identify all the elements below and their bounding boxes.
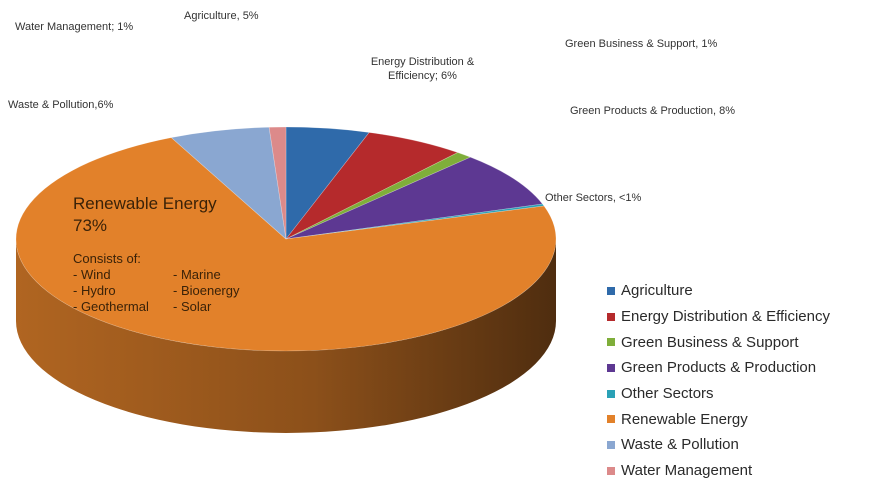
- legend-item-agriculture: Agriculture: [607, 278, 830, 304]
- legend-item-energy-distribution-efficiency: Energy Distribution & Efficiency: [607, 304, 830, 330]
- consists-of-label: Consists of:: [73, 251, 141, 266]
- callout-green-business: Green Business & Support, 1%: [565, 38, 718, 50]
- legend-swatch-renewable-energy: [607, 415, 615, 424]
- source-bioenergy: - Bioenergy: [173, 283, 240, 298]
- legend-item-renewable-energy: Renewable Energy: [607, 406, 830, 432]
- pie-slice-energy-distribution-efficiency: [285, 132, 459, 240]
- legend-label-other-sectors: Other Sectors: [621, 385, 714, 403]
- callout-waste-pollution: Waste & Pollution,6%: [8, 99, 114, 111]
- source-marine: - Marine: [173, 267, 221, 282]
- source-wind: - Wind: [73, 267, 111, 282]
- legend-label-water-management: Water Management: [621, 462, 753, 480]
- legend-label-energy-distribution-efficiency: Energy Distribution & Efficiency: [621, 308, 830, 326]
- pie-slice-green-business-support: [285, 152, 472, 240]
- legend-label-agriculture: Agriculture: [621, 282, 693, 300]
- callout-agriculture: Agriculture, 5%: [184, 10, 259, 22]
- legend-swatch-energy-distribution-efficiency: [607, 312, 615, 321]
- legend-item-green-business-support: Green Business & Support: [607, 329, 830, 355]
- legend-item-water-management: Water Management: [607, 458, 830, 484]
- pie-slice-other-sectors: [285, 203, 545, 240]
- legend-label-waste-pollution: Waste & Pollution: [621, 436, 739, 454]
- legend-item-waste-pollution: Waste & Pollution: [607, 432, 830, 458]
- legend-swatch-waste-pollution: [607, 440, 615, 449]
- pie-slice-agriculture: [285, 126, 370, 240]
- legend-swatch-agriculture: [607, 286, 615, 295]
- legend-label-renewable-energy: Renewable Energy: [621, 410, 748, 428]
- renewable-energy-title: Renewable Energy: [73, 194, 217, 213]
- callout-energy-distribution: Energy Distribution & Efficiency; 6%: [370, 56, 475, 82]
- legend-item-green-products-production: Green Products & Production: [607, 355, 830, 381]
- legend-label-green-business-support: Green Business & Support: [621, 333, 799, 351]
- pie-slice-green-products-production: [285, 156, 544, 240]
- pie-side-renewable-energy: [16, 239, 556, 433]
- callout-other-sectors: Other Sectors, <1%: [545, 192, 642, 204]
- renewable-energy-label: Renewable Energy 73% Consists of: - Wind…: [73, 193, 273, 315]
- legend-swatch-green-business-support: [607, 338, 615, 347]
- legend-swatch-green-products-production: [607, 363, 615, 372]
- source-solar: - Solar: [173, 299, 212, 314]
- source-hydro: - Hydro: [73, 283, 116, 298]
- pie-slice-waste-pollution: [170, 126, 287, 240]
- callout-water-management: Water Management; 1%: [15, 21, 134, 33]
- renewable-energy-percent: 73%: [73, 216, 108, 235]
- legend-label-green-products-production: Green Products & Production: [621, 359, 817, 377]
- source-geothermal: - Geothermal: [73, 299, 149, 314]
- pie-slice-renewable-energy: [15, 137, 557, 352]
- legend-item-other-sectors: Other Sectors: [607, 381, 830, 407]
- legend-swatch-other-sectors: [607, 389, 615, 398]
- pie-slice-water-management: [268, 126, 287, 240]
- callout-green-products: Green Products & Production, 8%: [569, 105, 736, 117]
- legend-swatch-water-management: [607, 466, 615, 475]
- legend: Agriculture Energy Distribution & Efficie…: [607, 278, 830, 484]
